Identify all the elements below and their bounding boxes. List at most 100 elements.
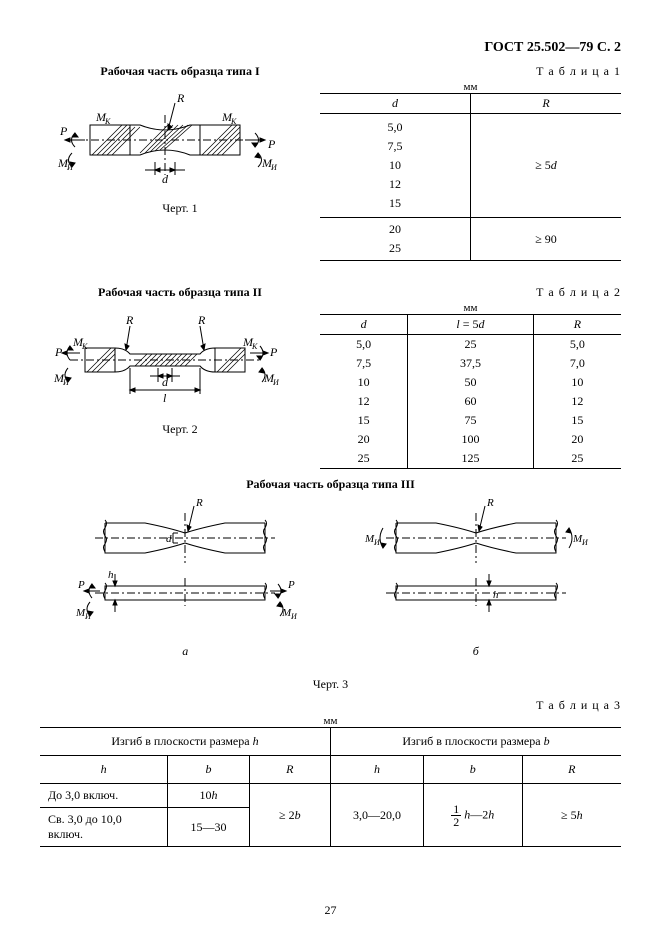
table1: d R 5,0 ≥ 5d 7,5 10 12 15 20 ≥ 90 25 xyxy=(320,93,621,261)
svg-text:P: P xyxy=(267,137,276,151)
svg-text:R: R xyxy=(197,313,206,327)
fig1-label: Черт. 1 xyxy=(40,201,320,216)
svg-text:И: И xyxy=(290,612,298,621)
svg-text:К: К xyxy=(104,117,111,126)
fig2-caption: Рабочая часть образца типа II xyxy=(40,285,320,300)
t1-head-d: d xyxy=(320,94,471,114)
t3-hright: 3,0—20,0 xyxy=(330,784,423,847)
t3-h1: h xyxy=(40,756,168,784)
t3-r1-h: До 3,0 включ. xyxy=(40,784,168,808)
t2-R: 10 xyxy=(533,373,621,392)
svg-text:R: R xyxy=(176,91,185,105)
t3-head-left: Изгиб в плоскости размера h xyxy=(40,728,330,756)
t2-l: 50 xyxy=(408,373,534,392)
t1-d-3: 12 xyxy=(320,175,471,194)
t3-r2-h: Св. 3,0 до 10,0 включ. xyxy=(40,808,168,847)
svg-text:R: R xyxy=(195,498,203,509)
t1-d-1: 7,5 xyxy=(320,137,471,156)
page-number: 27 xyxy=(0,903,661,918)
t3-r2-b: 15—30 xyxy=(168,808,249,847)
fig1-caption: Рабочая часть образца типа I xyxy=(40,64,320,79)
fig3b-sublabel: б xyxy=(361,644,591,659)
t3-Rleft: ≥ 2b xyxy=(249,784,330,847)
fig3-label: Черт. 3 xyxy=(40,677,621,692)
section-1: Рабочая часть образца типа I xyxy=(40,64,621,261)
svg-text:И: И xyxy=(581,538,589,547)
t2-R: 5,0 xyxy=(533,335,621,355)
t2-R: 25 xyxy=(533,449,621,469)
section-3-figs: Rd h PP MИ MИ а xyxy=(40,498,621,659)
table1-label: Т а б л и ц а 1 xyxy=(320,64,621,79)
svg-text:К: К xyxy=(81,342,88,351)
t2-l: 125 xyxy=(408,449,534,469)
svg-text:d: d xyxy=(162,375,169,389)
t2-R: 12 xyxy=(533,392,621,411)
t2-d: 7,5 xyxy=(320,354,408,373)
fig3a-sublabel: а xyxy=(70,644,300,659)
svg-text:R: R xyxy=(125,313,134,327)
t2-d: 5,0 xyxy=(320,335,408,355)
svg-text:h: h xyxy=(493,589,499,601)
t1-d-4: 15 xyxy=(320,194,471,218)
svg-text:И: И xyxy=(272,378,280,387)
t1-d-6: 25 xyxy=(320,239,471,261)
t2-h-d: d xyxy=(320,315,408,335)
t2-R: 15 xyxy=(533,411,621,430)
t3-Rright: ≥ 5h xyxy=(522,784,621,847)
svg-text:P: P xyxy=(287,579,295,591)
svg-text:d: d xyxy=(166,533,172,545)
t3-b2: b xyxy=(423,756,522,784)
svg-text:R: R xyxy=(486,498,494,509)
fig3b-diagram: R MИ MИ h xyxy=(361,498,591,638)
t3-h2: h xyxy=(330,756,423,784)
fig3a-diagram: Rd h PP MИ MИ xyxy=(70,498,300,638)
t2-d: 10 xyxy=(320,373,408,392)
page-header: ГОСТ 25.502—79 С. 2 xyxy=(40,40,621,56)
svg-text:К: К xyxy=(251,342,258,351)
table3-label: Т а б л и ц а 3 xyxy=(40,698,621,713)
fig1-diagram: PP MК MК MИ MИ d R xyxy=(40,85,290,195)
section-2: Рабочая часть образца типа II xyxy=(40,285,621,469)
fig2-label: Черт. 2 xyxy=(40,422,320,437)
svg-text:И: И xyxy=(270,163,278,172)
table3-unit: мм xyxy=(40,715,621,727)
t2-d: 20 xyxy=(320,430,408,449)
t3-R2: R xyxy=(522,756,621,784)
t3-bright: 1 2 h—2h xyxy=(423,784,522,847)
frac-den: 2 xyxy=(451,816,461,828)
table2-label: Т а б л и ц а 2 xyxy=(320,285,621,300)
t2-h-R: R xyxy=(533,315,621,335)
svg-text:l: l xyxy=(163,391,167,405)
frac-num: 1 xyxy=(451,803,461,816)
t2-l: 25 xyxy=(408,335,534,355)
svg-text:P: P xyxy=(59,124,68,138)
t2-l: 100 xyxy=(408,430,534,449)
table2: d l = 5d R 5,0255,07,537,57,010501012601… xyxy=(320,314,621,469)
t2-d: 25 xyxy=(320,449,408,469)
t1-R-2: ≥ 90 xyxy=(471,218,622,261)
t2-R: 20 xyxy=(533,430,621,449)
t1-R-1: ≥ 5d xyxy=(471,114,622,218)
t2-h-l: l = 5d xyxy=(408,315,534,335)
svg-text:P: P xyxy=(269,345,278,359)
svg-text:P: P xyxy=(77,579,85,591)
fig2-diagram: PP MК MК MИ MИ RR dl xyxy=(40,306,290,416)
fig3-caption: Рабочая часть образца типа III xyxy=(40,477,621,492)
t3-r1-b: 10h xyxy=(168,784,249,808)
t1-head-R: R xyxy=(471,94,622,114)
table3: Изгиб в плоскости размера h Изгиб в плос… xyxy=(40,727,621,847)
table2-unit: мм xyxy=(320,302,621,314)
t2-l: 60 xyxy=(408,392,534,411)
t3-b1: b xyxy=(168,756,249,784)
svg-text:h: h xyxy=(108,569,114,581)
svg-text:d: d xyxy=(162,172,169,186)
t2-d: 15 xyxy=(320,411,408,430)
svg-text:P: P xyxy=(54,345,63,359)
t1-d-5: 20 xyxy=(320,218,471,240)
table1-unit: мм xyxy=(320,81,621,93)
t2-d: 12 xyxy=(320,392,408,411)
t2-R: 7,0 xyxy=(533,354,621,373)
svg-text:К: К xyxy=(230,117,237,126)
t1-d-2: 10 xyxy=(320,156,471,175)
t2-l: 37,5 xyxy=(408,354,534,373)
